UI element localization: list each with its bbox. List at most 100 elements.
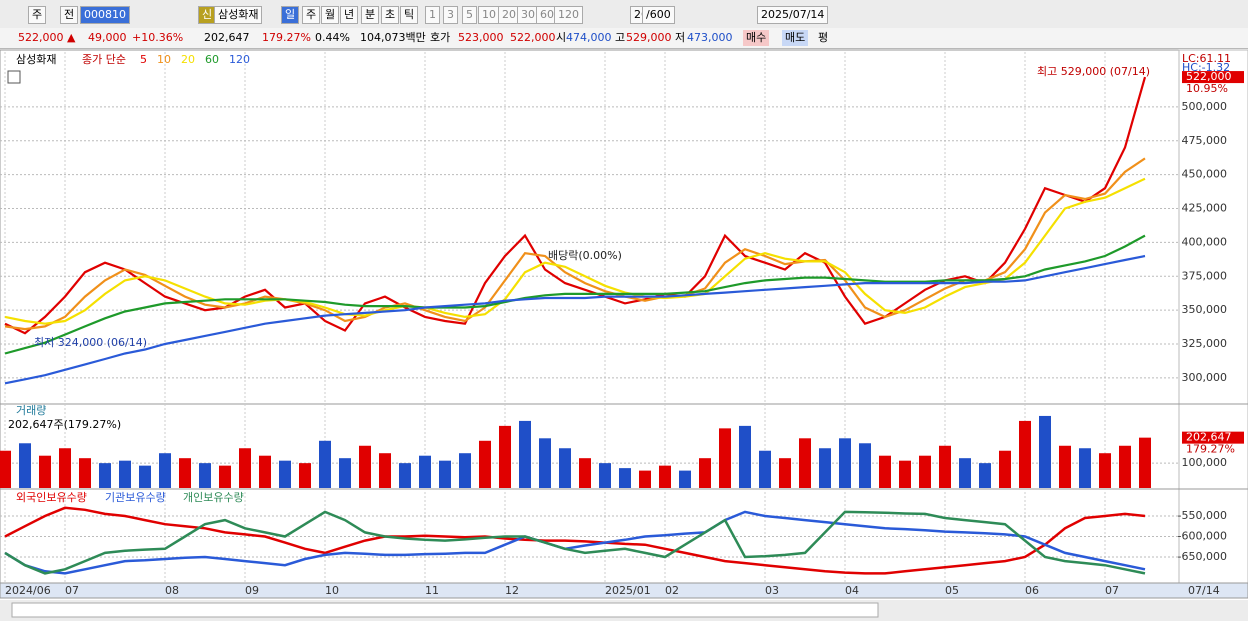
bar-item: 474,000 (566, 31, 612, 44)
volume-ratio-label: 179.27% (1186, 443, 1235, 456)
bar-item[interactable]: 틱 (400, 6, 419, 24)
x-tick-label: 07 (1105, 584, 1119, 597)
bar-item[interactable]: /600 (642, 6, 675, 24)
bar-item: 0.44% (315, 31, 350, 44)
bar-item[interactable]: 전 (60, 6, 79, 24)
x-tick-label: 11 (425, 584, 439, 597)
bar-item[interactable]: 매도 (782, 30, 809, 46)
series-line (4, 506, 1146, 575)
bar-item: 104,073백만 (360, 31, 426, 44)
lc-label: LC:61.11 (1182, 52, 1231, 65)
volume-bar (1139, 437, 1151, 488)
volume-bar (999, 450, 1011, 488)
bar-item[interactable]: 주 (28, 6, 47, 24)
bar-item[interactable]: 일 (281, 6, 300, 24)
info-bar: 522,000 ▲ 49,000 +10.36% 202,647 179.27% 0.44… (0, 28, 1248, 49)
bar-item[interactable]: 20 (498, 6, 520, 24)
bar-item[interactable]: 5 (462, 6, 477, 24)
bar-item: 202,647 (204, 31, 250, 44)
volume-bar (719, 428, 731, 488)
volume-bar (619, 468, 631, 488)
y-tick-label: 100,000 (1182, 456, 1228, 469)
bar-item[interactable]: 1 (425, 6, 440, 24)
x-tick-label: 08 (165, 584, 179, 597)
volume-bar (279, 460, 291, 488)
volume-bar (399, 463, 411, 488)
volume-bar (219, 465, 231, 488)
bar-item[interactable]: 120 (554, 6, 583, 24)
y-tick-label: 300,000 (1182, 371, 1228, 384)
volume-bar (639, 470, 651, 488)
volume-bar (179, 458, 191, 488)
high-label: 최고 529,000 (07/14) (1037, 65, 1150, 78)
bar-item[interactable]: 분 (361, 6, 380, 24)
bar-item[interactable]: 3 (443, 6, 458, 24)
legend-prefix: 종가 단순 (82, 53, 126, 66)
bar-item[interactable]: 매수 (743, 30, 770, 46)
volume-bar (59, 448, 71, 488)
volume-bar (699, 458, 711, 488)
bar-item[interactable]: 주 (302, 6, 321, 24)
volume-bar (919, 455, 931, 488)
last-price-label: 522,000 (1186, 70, 1232, 83)
series-line (4, 177, 1146, 325)
volume-bar (859, 443, 871, 488)
series-line (4, 510, 1146, 575)
bar-item: 523,000 (458, 31, 504, 44)
legend-entry: 120 (229, 53, 250, 66)
bar-item[interactable]: 30 (517, 6, 539, 24)
bar-item: 호가 (430, 31, 451, 44)
legend-entry: 60 (205, 53, 219, 66)
volume-bar (479, 440, 491, 488)
volume-bar (979, 463, 991, 488)
y-tick-label: -650,000 (1178, 550, 1227, 563)
volume-bar (79, 458, 91, 488)
bar-item: 저 (675, 31, 686, 44)
legend-entry: 20 (181, 53, 195, 66)
volume-bar (439, 460, 451, 488)
volume-bar (379, 453, 391, 488)
volume-bar (819, 448, 831, 488)
volume-bar (1099, 453, 1111, 488)
bar-item[interactable]: 평 (818, 31, 829, 44)
event-label: 배당락(0.00%) (548, 249, 622, 262)
bar-item[interactable]: 삼성화재 (214, 6, 263, 24)
bar-item[interactable]: 초 (381, 6, 400, 24)
volume-bar (339, 458, 351, 488)
volume-bar (0, 450, 11, 488)
volume-bar (259, 455, 271, 488)
stock-name: 삼성화재 (16, 53, 56, 66)
x-tick-label: 10 (325, 584, 339, 597)
volume-bar (99, 463, 111, 488)
legend-entry: 기관보유수량 (105, 491, 166, 504)
volume-bar (139, 465, 151, 488)
volume-bar (959, 458, 971, 488)
volume-bar (1079, 448, 1091, 488)
bar-item[interactable]: 10 (478, 6, 500, 24)
volume-bar (519, 420, 531, 488)
bar-item: 522,000 (510, 31, 556, 44)
volume-bar (459, 453, 471, 488)
series-line (4, 76, 1147, 335)
x-tick-label: 2025/01 (605, 584, 651, 597)
volume-bar (939, 445, 951, 488)
x-end-label: 07/14 (1188, 584, 1220, 597)
low-label: 최저 324,000 (06/14) (34, 336, 147, 349)
y-tick-label: -600,000 (1178, 529, 1227, 542)
volume-bar (319, 440, 331, 488)
volume-bar (539, 438, 551, 488)
bar-item[interactable]: 2025/07/14 (757, 6, 829, 24)
x-tick-label: 07 (65, 584, 79, 597)
bar-item[interactable]: 월 (321, 6, 340, 24)
volume-bar (759, 450, 771, 488)
last-price-box (1182, 71, 1244, 84)
series-line (4, 510, 1146, 575)
last-volume-label: 202,647 (1186, 431, 1232, 444)
volume-bar (1019, 420, 1031, 488)
series-line (4, 234, 1146, 355)
y-tick-label: 375,000 (1182, 269, 1228, 282)
bar-item[interactable]: 000810 (80, 6, 130, 24)
volume-bar (779, 458, 791, 488)
bar-item[interactable]: 년 (340, 6, 359, 24)
